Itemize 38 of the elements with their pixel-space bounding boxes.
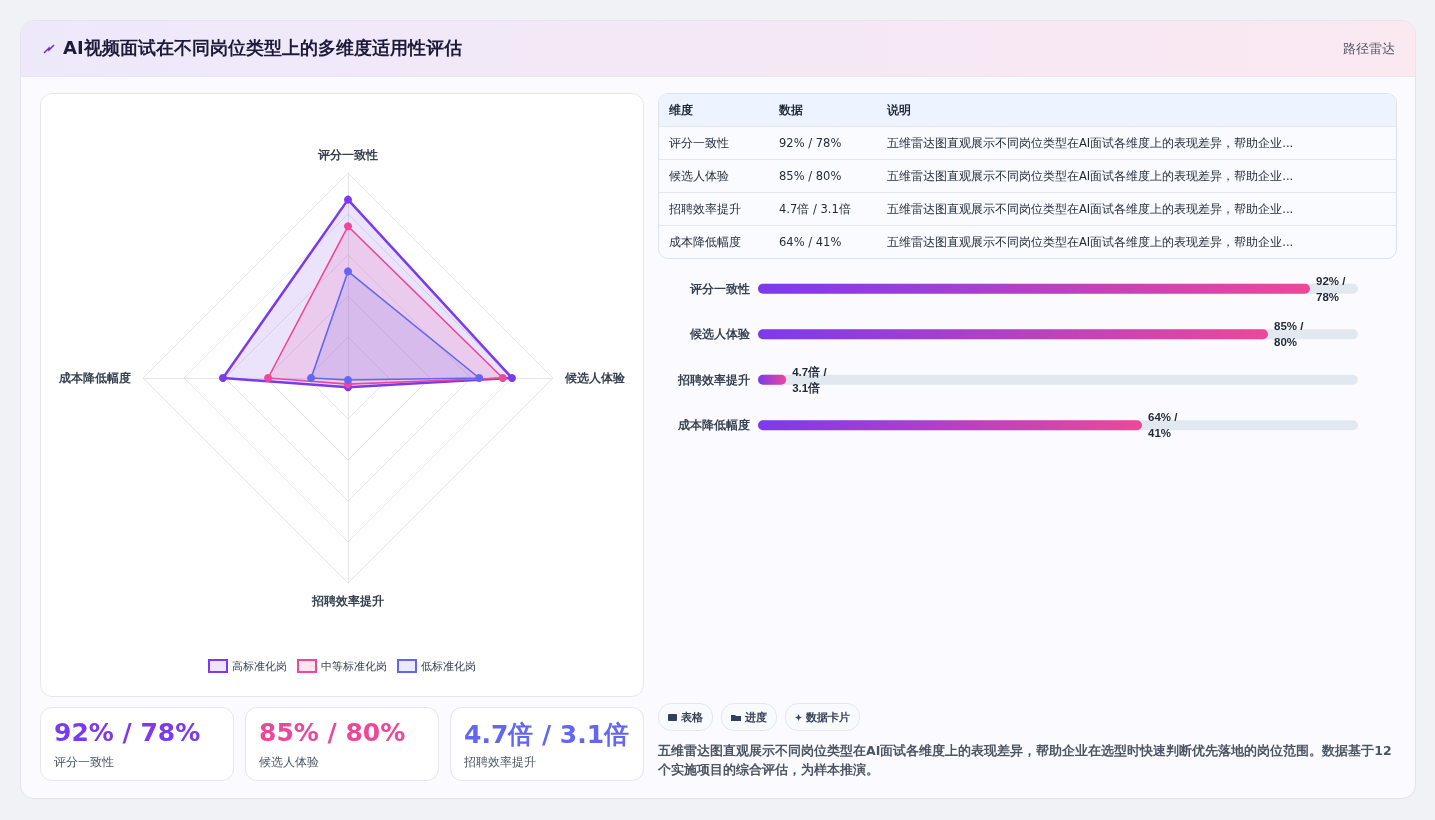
text: AI视频面试在不同岗位类型上的多维度适用性评估	[63, 36, 462, 60]
text: 五维雷达图直观展示不同岗位类型在AI面试各维度上的表现差异，帮助企业...	[877, 159, 1396, 193]
text: 五维雷达图直观展示不同岗位类型在AI面试各维度上的表现差异，帮助企业...	[877, 192, 1396, 226]
y-tick-label: 候选人体验	[689, 327, 751, 342]
text: 五维雷达图直观展示不同岗位类型在AI面试各维度上的表现差异，帮助企业在选型时快速判断优先落地的岗位范围。数据基于12个实施项目的综合评估，为样本推演。	[658, 742, 1393, 779]
data-label: 92% / 78%	[1316, 274, 1349, 303]
legend-label: 低标准化岗	[421, 660, 476, 672]
spoke-label: 候选人体验	[564, 371, 626, 385]
text: 进度	[745, 709, 767, 725]
text: 92% / 78%	[769, 126, 877, 160]
text: 4.7倍 / 3.1倍	[464, 719, 630, 751]
text: 招聘效率提升	[464, 754, 536, 771]
y-tick-label: 招聘效率提升	[677, 372, 750, 387]
data-label: 85% / 80%	[1274, 320, 1307, 349]
text: 候选人体验	[259, 754, 319, 771]
spoke-label: 成本降低幅度	[58, 371, 131, 385]
legend-label: 中等标准化岗	[321, 660, 387, 672]
text: 85% / 80%	[769, 159, 877, 193]
legend-label: 高标准化岗	[232, 660, 287, 672]
text: 表格	[681, 709, 703, 725]
y-tick-label: 成本降低幅度	[677, 418, 750, 432]
spoke-label: 评分一致性	[317, 148, 378, 162]
text: 85% / 80%	[259, 718, 406, 747]
text: 五维雷达图直观展示不同岗位类型在AI面试各维度上的表现差异，帮助企业...	[877, 126, 1396, 160]
y-tick-label: 评分一致性	[689, 281, 750, 295]
text: 五维雷达图直观展示不同岗位类型在AI面试各维度上的表现差异，帮助企业...	[877, 225, 1396, 258]
text: 4.7倍 / 3.1倍	[769, 192, 877, 226]
text: 说明	[877, 94, 1396, 127]
text: 数据	[769, 94, 877, 127]
text: 数据卡片	[806, 709, 850, 725]
spoke-label: 招聘效率提升	[311, 594, 384, 608]
text: 维度	[659, 94, 769, 127]
text: 路径雷达	[1343, 40, 1395, 58]
data-label: 4.7倍 / 3.1倍	[792, 364, 830, 394]
text: 64% / 41%	[769, 225, 877, 258]
text: 评分一致性	[54, 754, 114, 771]
data-label: 64% / 41%	[1148, 411, 1181, 440]
text: 92% / 78%	[54, 718, 201, 747]
